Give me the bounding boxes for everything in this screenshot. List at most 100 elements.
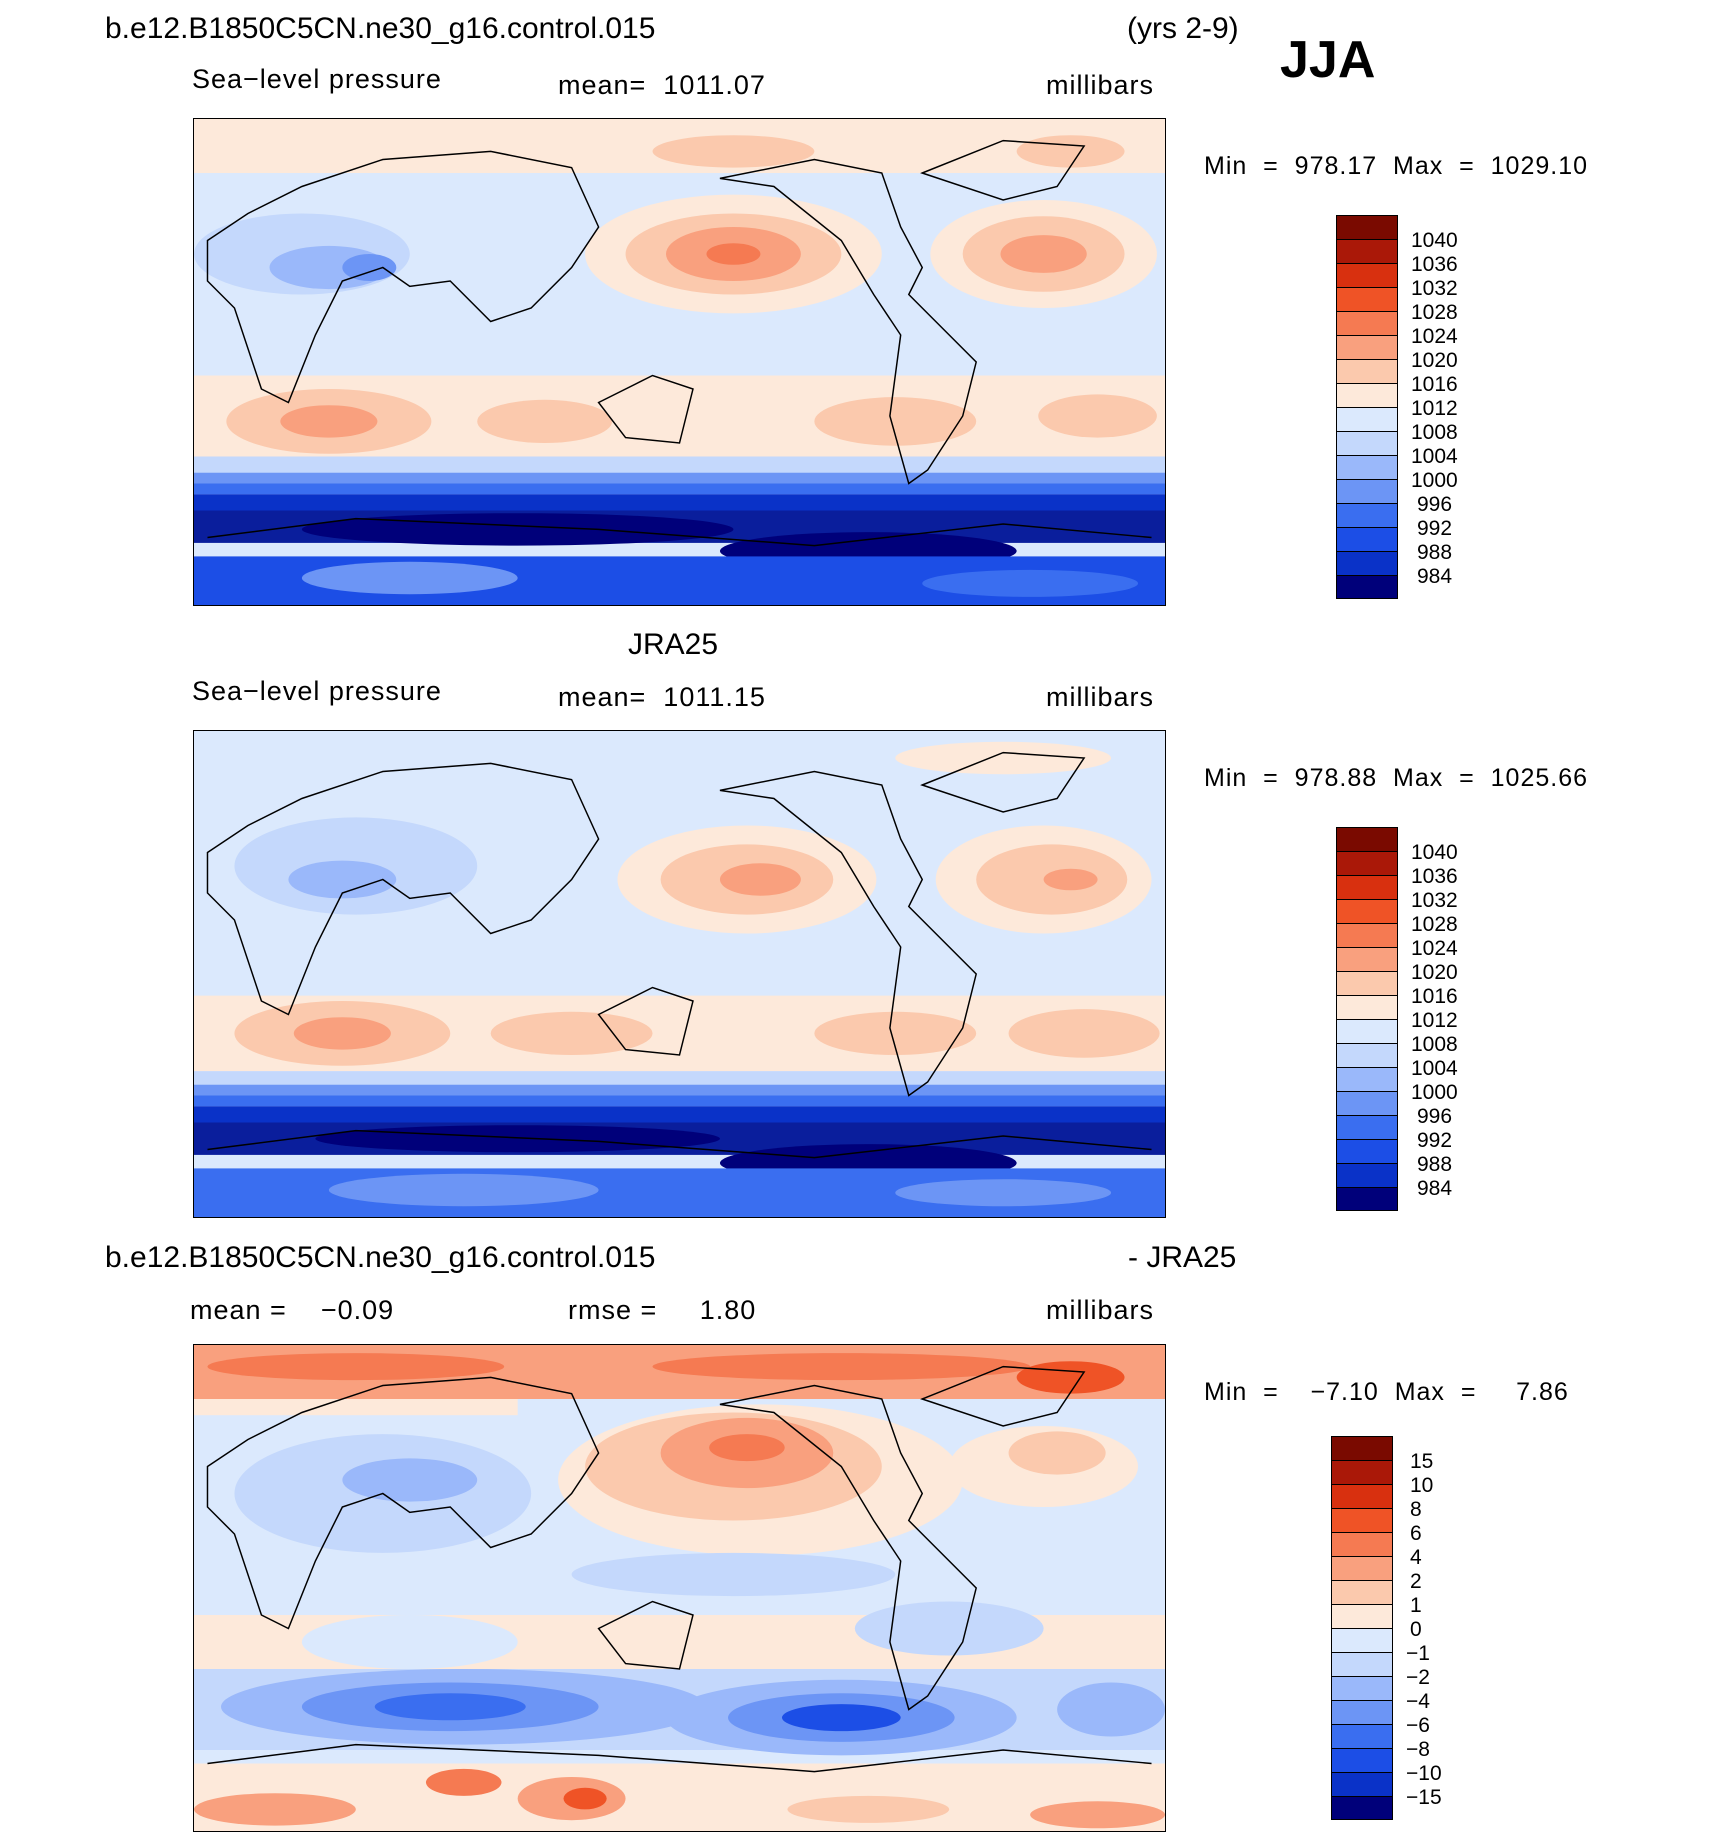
panel1-swatch-10 — [1337, 432, 1397, 456]
panel3-cb-label: 2 — [1410, 1570, 1422, 1593]
panel3-cb-label: 8 — [1410, 1498, 1422, 1521]
panel1-cb-label: 1036 — [1411, 253, 1458, 276]
panel1-cb-label: 1004 — [1411, 445, 1458, 468]
panel1-swatch-12 — [1337, 480, 1397, 504]
panel2-swatch-1 — [1337, 828, 1397, 852]
panel3-swatch-12 — [1332, 1701, 1392, 1725]
panel1-swatch-16 — [1337, 576, 1397, 598]
panel3-cb-label: −15 — [1406, 1786, 1442, 1809]
season-label: JJA — [1280, 31, 1376, 89]
panel1-units: millibars — [1046, 70, 1155, 100]
panel2-mean: mean= 1011.15 — [558, 682, 766, 712]
panel2-swatch-9 — [1337, 1020, 1397, 1044]
panel1-map — [193, 118, 1166, 606]
panel3-swatch-1 — [1332, 1437, 1392, 1461]
panel2-cb-label: 1036 — [1411, 865, 1458, 888]
panel3-cb-label: 1 — [1410, 1594, 1422, 1617]
panel3-swatch-9 — [1332, 1629, 1392, 1653]
panel3-cb-label: −2 — [1406, 1666, 1430, 1689]
panel2-cb-label: 1012 — [1411, 1009, 1458, 1032]
panel1-swatch-9 — [1337, 408, 1397, 432]
panel1-swatch-6 — [1337, 336, 1397, 360]
panel1-cb-label: 1008 — [1411, 421, 1458, 444]
panel1-cb-label: 1000 — [1411, 469, 1458, 492]
panel2-cb-label: 1028 — [1411, 913, 1458, 936]
panel3-mean: mean = −0.09 — [190, 1295, 395, 1325]
panel1-map-svg — [194, 119, 1165, 605]
panel1-cb-label: 1012 — [1411, 397, 1458, 420]
panel2-title: JRA25 — [628, 628, 719, 661]
panel2-map — [193, 730, 1166, 1218]
panel2-swatch-10 — [1337, 1044, 1397, 1068]
panel2-swatch-7 — [1337, 972, 1397, 996]
panel3-swatch-13 — [1332, 1725, 1392, 1749]
panel2-cb-label: 1004 — [1411, 1057, 1458, 1080]
panel2-cb-label: 1016 — [1411, 985, 1458, 1008]
panel3-colorbar: 15 10 8 6 4 2 1 0 −1 −2 −4 −6 −8 −10 −15 — [1331, 1436, 1442, 1820]
panel3-swatch-2 — [1332, 1461, 1392, 1485]
panel2-cb-label: 1032 — [1411, 889, 1458, 912]
panel3-minmax: Min = −7.10 Max = 7.86 — [1204, 1378, 1569, 1406]
panel1-cb-label: 992 — [1417, 517, 1453, 540]
panel1-swatch-8 — [1337, 384, 1397, 408]
panel1-swatch-2 — [1337, 240, 1397, 264]
panel2-cb-label: 1020 — [1411, 961, 1458, 984]
panel2-swatch-4 — [1337, 900, 1397, 924]
panel1-swatch-14 — [1337, 528, 1397, 552]
panel3-cb-label: −4 — [1406, 1690, 1430, 1713]
panel3-units: millibars — [1046, 1295, 1155, 1325]
panel3-swatch-14 — [1332, 1749, 1392, 1773]
panel2-swatch-16 — [1337, 1188, 1397, 1210]
panel3-swatch-5 — [1332, 1533, 1392, 1557]
panel3-rmse: rmse = 1.80 — [568, 1295, 757, 1325]
panel1-swatch-4 — [1337, 288, 1397, 312]
panel1-cb-label: 1024 — [1411, 325, 1458, 348]
panel2-cb-label: 996 — [1417, 1105, 1453, 1128]
panel3-swatch-15 — [1332, 1773, 1392, 1797]
panel3-cb-label: −10 — [1406, 1762, 1442, 1785]
panel3-title-left: b.e12.B1850C5CN.ne30_g16.control.015 — [105, 1241, 656, 1274]
panel3-swatch-7 — [1332, 1581, 1392, 1605]
panel2-variable: Sea−level pressure — [192, 676, 442, 706]
panel1-cb-label: 1032 — [1411, 277, 1458, 300]
panel3-swatch-8 — [1332, 1605, 1392, 1629]
panel2-swatch-14 — [1337, 1140, 1397, 1164]
panel3-cb-label: 10 — [1410, 1474, 1434, 1497]
panel2-cb-label: 988 — [1417, 1153, 1453, 1176]
panel2-swatch-13 — [1337, 1116, 1397, 1140]
panel2-swatch-12 — [1337, 1092, 1397, 1116]
panel3-cb-label: −1 — [1406, 1642, 1430, 1665]
panel3-cb-label: 0 — [1410, 1618, 1422, 1641]
panel3-title-right: - JRA25 — [1128, 1241, 1237, 1274]
panel2-swatch-15 — [1337, 1164, 1397, 1188]
panel3-swatch-3 — [1332, 1485, 1392, 1509]
panel2-cb-label: 992 — [1417, 1129, 1453, 1152]
panel2-cb-label: 1008 — [1411, 1033, 1458, 1056]
panel1-cb-label: 1040 — [1411, 229, 1458, 252]
panel1-variable: Sea−level pressure — [192, 64, 442, 94]
panel1-swatch-3 — [1337, 264, 1397, 288]
panel1-cb-label: 984 — [1417, 565, 1453, 588]
case-title: b.e12.B1850C5CN.ne30_g16.control.015 — [105, 12, 656, 45]
panel1-cb-label: 1016 — [1411, 373, 1458, 396]
panel2-swatch-5 — [1337, 924, 1397, 948]
panel1-cb-label: 988 — [1417, 541, 1453, 564]
panel1-minmax: Min = 978.17 Max = 1029.10 — [1204, 152, 1589, 180]
panel1-swatch-5 — [1337, 312, 1397, 336]
panel3-swatch-4 — [1332, 1509, 1392, 1533]
panel3-cb-label: 6 — [1410, 1522, 1422, 1545]
panel2-cb-label: 1040 — [1411, 841, 1458, 864]
panel3-swatch-16 — [1332, 1797, 1392, 1819]
panel1-cb-label: 996 — [1417, 493, 1453, 516]
panel3-cb-label: −6 — [1406, 1714, 1430, 1737]
panel1-mean: mean= 1011.07 — [558, 70, 766, 100]
panel1-swatch-15 — [1337, 552, 1397, 576]
panel2-units: millibars — [1046, 682, 1155, 712]
panel1-swatch-7 — [1337, 360, 1397, 384]
panel2-map-svg — [194, 731, 1165, 1217]
panel2-colorbar: 1040 1036 1032 1028 1024 1020 1016 1012 … — [1336, 827, 1458, 1211]
panel2-swatch-2 — [1337, 852, 1397, 876]
panel3-cb-label: −8 — [1406, 1738, 1430, 1761]
panel3-swatch-6 — [1332, 1557, 1392, 1581]
panel3-map-svg — [194, 1345, 1165, 1831]
